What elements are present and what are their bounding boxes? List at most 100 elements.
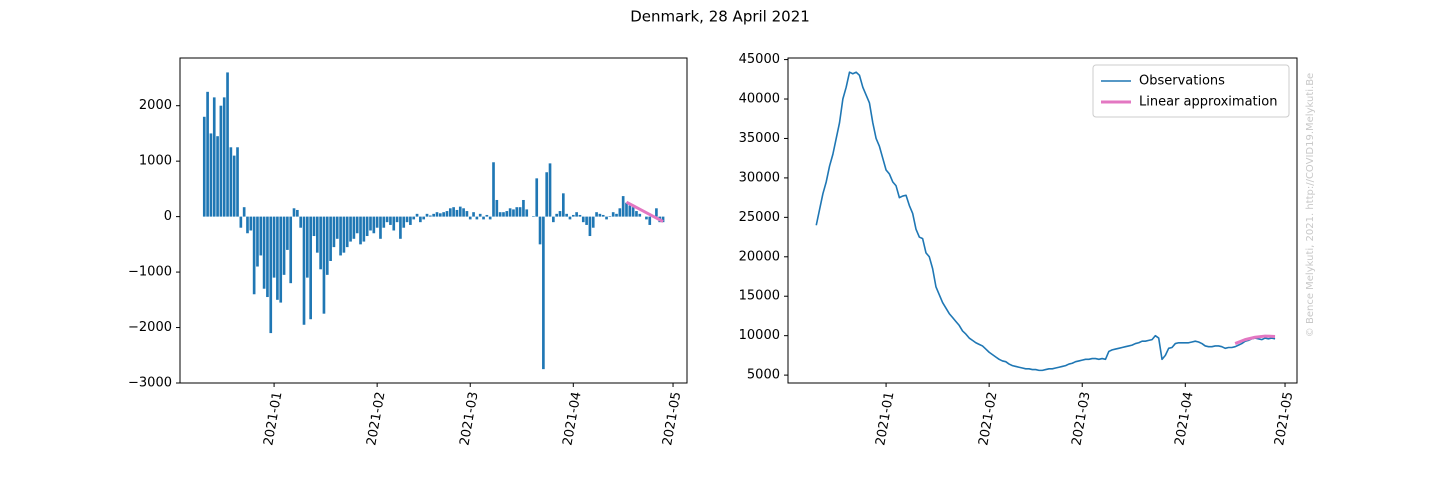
bar	[379, 216, 382, 239]
bar	[628, 205, 632, 217]
bar	[402, 216, 406, 228]
bar	[229, 147, 233, 217]
bar	[395, 216, 399, 223]
bar	[608, 216, 612, 217]
bar	[498, 212, 502, 217]
bar	[605, 216, 608, 220]
bar	[432, 213, 435, 217]
bar	[518, 207, 522, 217]
bar	[502, 212, 505, 217]
x-tick-label: 2021-04	[560, 391, 584, 447]
y-tick-label: 1000	[139, 154, 172, 169]
bar	[482, 216, 485, 220]
bar	[429, 215, 432, 217]
x-tick-label: 2021-05	[660, 391, 684, 447]
bar	[202, 116, 206, 217]
y-tick-label: 5000	[747, 368, 780, 383]
bar	[525, 209, 529, 217]
bar	[552, 216, 555, 223]
bar	[222, 97, 226, 217]
bar	[296, 209, 299, 217]
bar	[412, 216, 416, 220]
bar	[638, 213, 642, 217]
y-tick-label: 45000	[739, 52, 780, 67]
bar	[219, 105, 223, 217]
x-tick-label: 2021-01	[873, 391, 897, 447]
bar	[458, 206, 462, 217]
bar	[478, 213, 482, 217]
bar	[276, 216, 279, 300]
bar	[462, 208, 465, 217]
figure-title: Denmark, 28 April 2021	[630, 8, 810, 26]
bar	[286, 216, 289, 250]
bar	[495, 199, 499, 217]
legend-label: Linear approximation	[1139, 95, 1277, 110]
bar	[548, 163, 552, 217]
x-tick-label: 2021-05	[1272, 391, 1296, 447]
bar	[392, 216, 396, 231]
bar	[545, 172, 549, 217]
bar	[601, 214, 605, 217]
bar	[362, 216, 366, 242]
y-tick-label: −1000	[128, 265, 172, 280]
x-tick-label: 2021-01	[261, 391, 285, 447]
fit-line	[625, 200, 664, 223]
y-tick-label: 35000	[739, 131, 780, 146]
bar	[591, 216, 595, 228]
bar	[568, 216, 572, 220]
bar	[252, 216, 256, 295]
y-tick-label: 10000	[739, 328, 780, 343]
bar	[425, 213, 429, 217]
bar	[272, 216, 276, 278]
bar	[345, 216, 349, 248]
bar	[468, 216, 472, 220]
bar	[598, 213, 602, 217]
bar	[625, 202, 628, 217]
bar	[206, 91, 209, 217]
bar	[512, 209, 515, 217]
bar	[239, 216, 243, 228]
y-tick-label: 40000	[739, 92, 780, 107]
bar	[352, 216, 356, 239]
bar	[445, 211, 449, 217]
bar	[635, 211, 638, 217]
bar	[555, 213, 559, 217]
bar	[621, 196, 625, 217]
y-tick-label: −3000	[128, 376, 172, 391]
bar	[465, 211, 469, 217]
y-tick-label: 20000	[739, 249, 780, 264]
bar	[508, 208, 512, 217]
bar	[538, 216, 542, 245]
bar	[322, 216, 326, 314]
bar	[405, 216, 409, 223]
bar	[455, 209, 459, 217]
bar	[645, 216, 648, 220]
axes-frame	[787, 57, 1298, 384]
bar	[299, 216, 303, 228]
bar	[269, 216, 273, 334]
bar	[369, 216, 372, 231]
bar	[256, 216, 259, 267]
bar	[419, 216, 422, 223]
bar	[571, 214, 575, 217]
bar	[289, 216, 293, 284]
bar	[515, 207, 519, 217]
x-tick-label: 2021-02	[364, 391, 388, 447]
bar	[558, 211, 562, 217]
y-tick-label: 15000	[739, 289, 780, 304]
bar	[522, 199, 525, 217]
y-tick-label: 30000	[739, 170, 780, 185]
bar	[232, 155, 236, 217]
bar	[618, 208, 622, 217]
y-tick-label: 2000	[139, 98, 172, 113]
bar	[329, 216, 332, 261]
bar	[535, 178, 539, 217]
bar	[282, 216, 286, 275]
bar	[475, 216, 479, 220]
legend-label: Observations	[1139, 74, 1225, 89]
x-tick-label: 2021-03	[457, 391, 481, 447]
bar	[375, 216, 379, 228]
bar	[415, 213, 419, 217]
x-tick-label: 2021-04	[1172, 391, 1196, 447]
